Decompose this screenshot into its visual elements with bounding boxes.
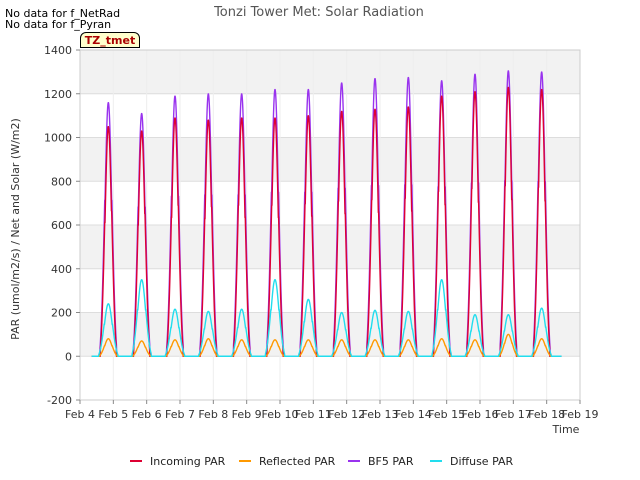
x-tick-label: Feb 7 [165,408,195,421]
legend-label-reflected-par: Reflected PAR [259,455,336,468]
series-line-diffuse-par [91,279,562,357]
y-tick-label: 1400 [44,44,72,57]
grid-band [80,50,580,94]
y-tick-label: 0 [65,350,72,363]
x-tick-label: Feb 13 [362,408,399,421]
x-tick-label: Feb 15 [428,408,465,421]
y-axis-label: PAR (umol/m2/s) / Net and Solar (W/m2) [9,118,22,340]
y-tick-label: 400 [51,263,72,276]
x-tick-label: Feb 19 [562,408,599,421]
x-tick-label: Feb 5 [98,408,128,421]
site-tag: TZ_tmet [80,32,140,48]
legend-label-bf5-par: BF5 PAR [368,455,414,468]
no-data-note-pyran: No data for f_Pyran [5,18,112,31]
x-tick-label: Feb 9 [232,408,262,421]
y-tick-label: -200 [47,394,72,407]
y-tick-label: 600 [51,219,72,232]
grid-band [80,312,580,357]
grid-band [80,225,580,269]
legend-label-incoming-par: Incoming PAR [150,455,226,468]
x-tick-label: Feb 12 [328,408,365,421]
x-axis-label: Time [552,423,580,436]
x-tick-label: Feb 14 [395,408,432,421]
y-tick-label: 800 [51,175,72,188]
y-tick-label: 1000 [44,132,72,145]
x-tick-label: Feb 11 [295,408,332,421]
x-tick-label: Feb 17 [495,408,532,421]
x-tick-label: Feb 6 [132,408,162,421]
legend-label-diffuse-par: Diffuse PAR [450,455,514,468]
x-tick-label: Feb 4 [65,408,95,421]
x-tick-label: Feb 8 [198,408,228,421]
y-tick-label: 1200 [44,88,72,101]
no-data-note-netrad: No data for f_NetRad [5,7,121,20]
x-tick-label: Feb 16 [462,408,499,421]
legend: Incoming PAR Reflected PAR BF5 PAR Diffuse … [130,455,514,468]
x-tick-label: Feb 18 [528,408,565,421]
x-tick-label: Feb 10 [262,408,299,421]
grid-band [80,137,580,182]
chart-title: Tonzi Tower Met: Solar Radiation [213,5,424,20]
y-tick-label: 200 [51,307,72,320]
